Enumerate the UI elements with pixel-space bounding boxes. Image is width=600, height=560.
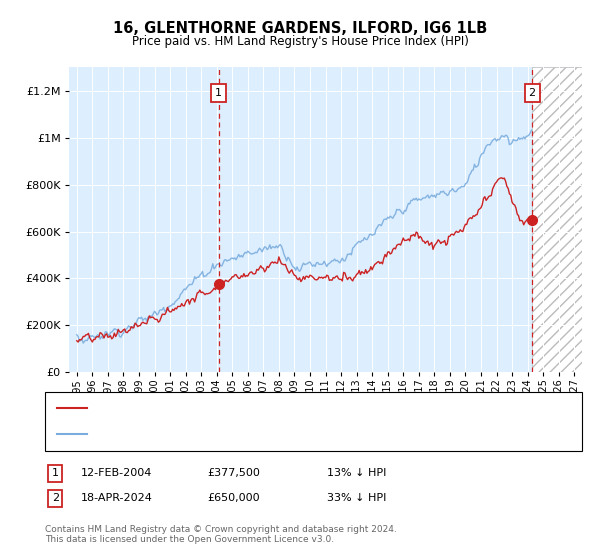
Text: 18-APR-2024: 18-APR-2024 — [81, 493, 153, 503]
Text: £650,000: £650,000 — [207, 493, 260, 503]
Text: 1: 1 — [215, 88, 222, 98]
Text: 16, GLENTHORNE GARDENS, ILFORD, IG6 1LB: 16, GLENTHORNE GARDENS, ILFORD, IG6 1LB — [113, 21, 487, 36]
Text: 2: 2 — [529, 88, 536, 98]
Text: 16, GLENTHORNE GARDENS, ILFORD, IG6 1LB (detached house): 16, GLENTHORNE GARDENS, ILFORD, IG6 1LB … — [93, 403, 426, 413]
Bar — [532, 67, 582, 372]
Text: 1: 1 — [52, 468, 59, 478]
Text: Contains HM Land Registry data © Crown copyright and database right 2024.
This d: Contains HM Land Registry data © Crown c… — [45, 525, 397, 544]
Text: Price paid vs. HM Land Registry's House Price Index (HPI): Price paid vs. HM Land Registry's House … — [131, 35, 469, 48]
Text: 13% ↓ HPI: 13% ↓ HPI — [327, 468, 386, 478]
Text: 2: 2 — [52, 493, 59, 503]
Text: 33% ↓ HPI: 33% ↓ HPI — [327, 493, 386, 503]
Text: £377,500: £377,500 — [207, 468, 260, 478]
Text: 12-FEB-2004: 12-FEB-2004 — [81, 468, 152, 478]
Text: HPI: Average price, detached house, Redbridge: HPI: Average price, detached house, Redb… — [93, 430, 339, 440]
